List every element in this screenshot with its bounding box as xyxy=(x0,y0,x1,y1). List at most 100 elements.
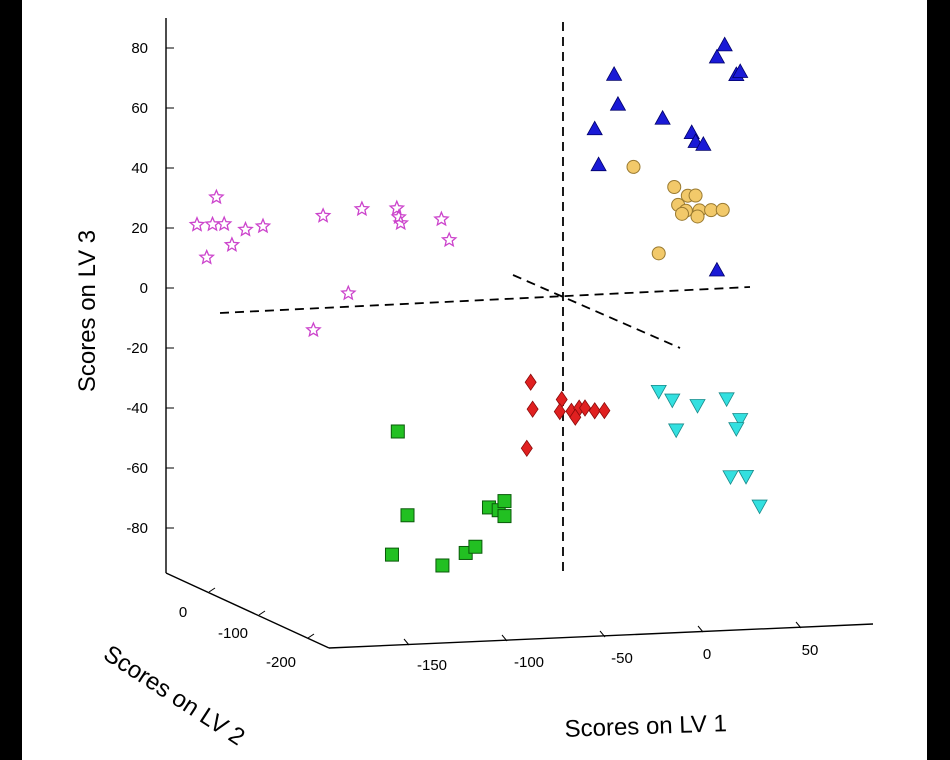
series-triangle-down xyxy=(650,384,768,515)
data-point-square xyxy=(497,509,512,524)
data-point-star xyxy=(440,231,458,248)
scatter-3d-chart: 80 60 40 20 0 -20 -40 -60 -80 0 -100 -200 -150 -100… xyxy=(74,18,874,751)
x-tick-label: 0 xyxy=(703,646,711,663)
data-point-circle xyxy=(715,202,730,217)
data-point-star xyxy=(392,214,410,231)
data-point-square xyxy=(435,558,450,573)
z-axis-title: Scores on LV 3 xyxy=(74,230,101,392)
data-point-circle xyxy=(667,179,682,194)
z-tick-label: 20 xyxy=(131,220,148,237)
axes xyxy=(165,18,874,649)
data-point-circle xyxy=(651,246,666,261)
data-point-diamond xyxy=(588,402,601,420)
x-tick-mark xyxy=(501,634,508,642)
data-point-star xyxy=(215,215,233,232)
data-point-triangle-up xyxy=(590,156,607,172)
x-tick-mark xyxy=(697,625,704,633)
depth-dashed-line xyxy=(512,274,681,349)
y-tick-mark xyxy=(208,587,216,593)
data-point-square xyxy=(384,547,399,562)
data-point-diamond xyxy=(520,439,533,458)
y-tick-label: 0 xyxy=(179,604,187,621)
data-point-triangle-up xyxy=(586,120,603,136)
y-tick-label: -100 xyxy=(218,625,248,642)
y-axis-ticks: 0 -100 -200 xyxy=(179,587,315,671)
data-point-triangle-up xyxy=(605,66,623,81)
x-axis-line xyxy=(328,623,874,649)
y-tick-label: -200 xyxy=(266,654,296,671)
data-point-triangle-up xyxy=(708,261,726,277)
x-tick-label: 50 xyxy=(802,642,819,659)
z-tick-label: 0 xyxy=(140,280,148,297)
z-tick-label: -60 xyxy=(126,460,148,477)
series-diamond xyxy=(520,373,611,458)
data-point-triangle-down xyxy=(668,423,685,439)
data-point-triangle-up xyxy=(609,95,627,111)
data-point-star xyxy=(188,216,206,232)
data-point-circle xyxy=(688,188,703,203)
z-tick-label: -40 xyxy=(126,400,148,417)
data-point-diamond xyxy=(598,401,611,420)
data-point-diamond xyxy=(555,390,568,409)
data-point-triangle-down xyxy=(737,469,755,485)
series-star xyxy=(188,188,458,338)
data-point-diamond xyxy=(524,373,537,391)
data-point-star xyxy=(237,220,254,237)
data-point-star xyxy=(314,207,332,223)
data-point-triangle-down xyxy=(751,499,768,515)
data-point-diamond xyxy=(569,408,582,426)
horizontal-dashed-line xyxy=(219,286,751,314)
series-circle xyxy=(626,159,730,261)
y-axis-title: Scores on LV 2 xyxy=(99,640,250,751)
x-axis-title: Scores on LV 1 xyxy=(564,710,727,743)
data-point-star xyxy=(208,188,225,205)
data-point-diamond xyxy=(553,402,566,421)
series-square xyxy=(384,424,512,573)
data-point-triangle-up xyxy=(654,109,671,125)
origin-reference-lines xyxy=(219,22,751,576)
data-point-star xyxy=(254,217,272,234)
data-point-circle xyxy=(675,206,689,221)
data-point-star xyxy=(204,215,221,232)
data-point-star xyxy=(388,199,406,216)
data-point-triangle-down xyxy=(728,422,745,437)
z-tick-label: -80 xyxy=(126,520,148,537)
data-point-star xyxy=(340,284,357,301)
data-point-triangle-down xyxy=(664,393,681,409)
x-tick-mark xyxy=(599,630,606,638)
data-point-diamond xyxy=(579,399,591,417)
data-point-star xyxy=(198,248,216,265)
data-point-circle xyxy=(626,159,641,174)
x-tick-label: -50 xyxy=(611,650,633,667)
data-point-star xyxy=(223,236,241,252)
x-axis-ticks: -150 -100 -50 0 50 xyxy=(403,621,819,674)
z-tick-label: 80 xyxy=(131,40,148,57)
x-tick-label: -150 xyxy=(417,657,447,674)
data-point-triangle-down xyxy=(718,392,735,408)
data-point-square xyxy=(390,424,405,439)
data-points xyxy=(188,36,768,573)
z-tick-label: -20 xyxy=(126,340,148,357)
data-point-star xyxy=(433,210,450,227)
data-point-triangle-down xyxy=(689,399,706,414)
x-tick-label: -100 xyxy=(514,654,544,671)
y-axis-line xyxy=(165,572,330,649)
series-triangle-up xyxy=(586,36,749,277)
data-point-square xyxy=(468,539,483,554)
data-point-square xyxy=(400,508,415,523)
data-point-square xyxy=(497,494,512,509)
plot-area: 80 60 40 20 0 -20 -40 -60 -80 0 -100 -200 -150 -100… xyxy=(22,0,927,760)
data-point-triangle-up xyxy=(732,63,749,78)
x-tick-mark xyxy=(403,638,410,646)
data-point-circle xyxy=(690,209,705,224)
data-point-circle xyxy=(704,203,719,218)
y-tick-mark xyxy=(307,633,315,639)
data-point-triangle-down xyxy=(722,470,739,486)
data-point-star xyxy=(353,200,371,217)
z-tick-label: 60 xyxy=(131,100,148,117)
data-point-triangle-up xyxy=(695,136,712,151)
data-point-triangle-down xyxy=(650,384,667,400)
data-point-diamond xyxy=(526,400,539,418)
data-point-triangle-up xyxy=(708,48,726,64)
